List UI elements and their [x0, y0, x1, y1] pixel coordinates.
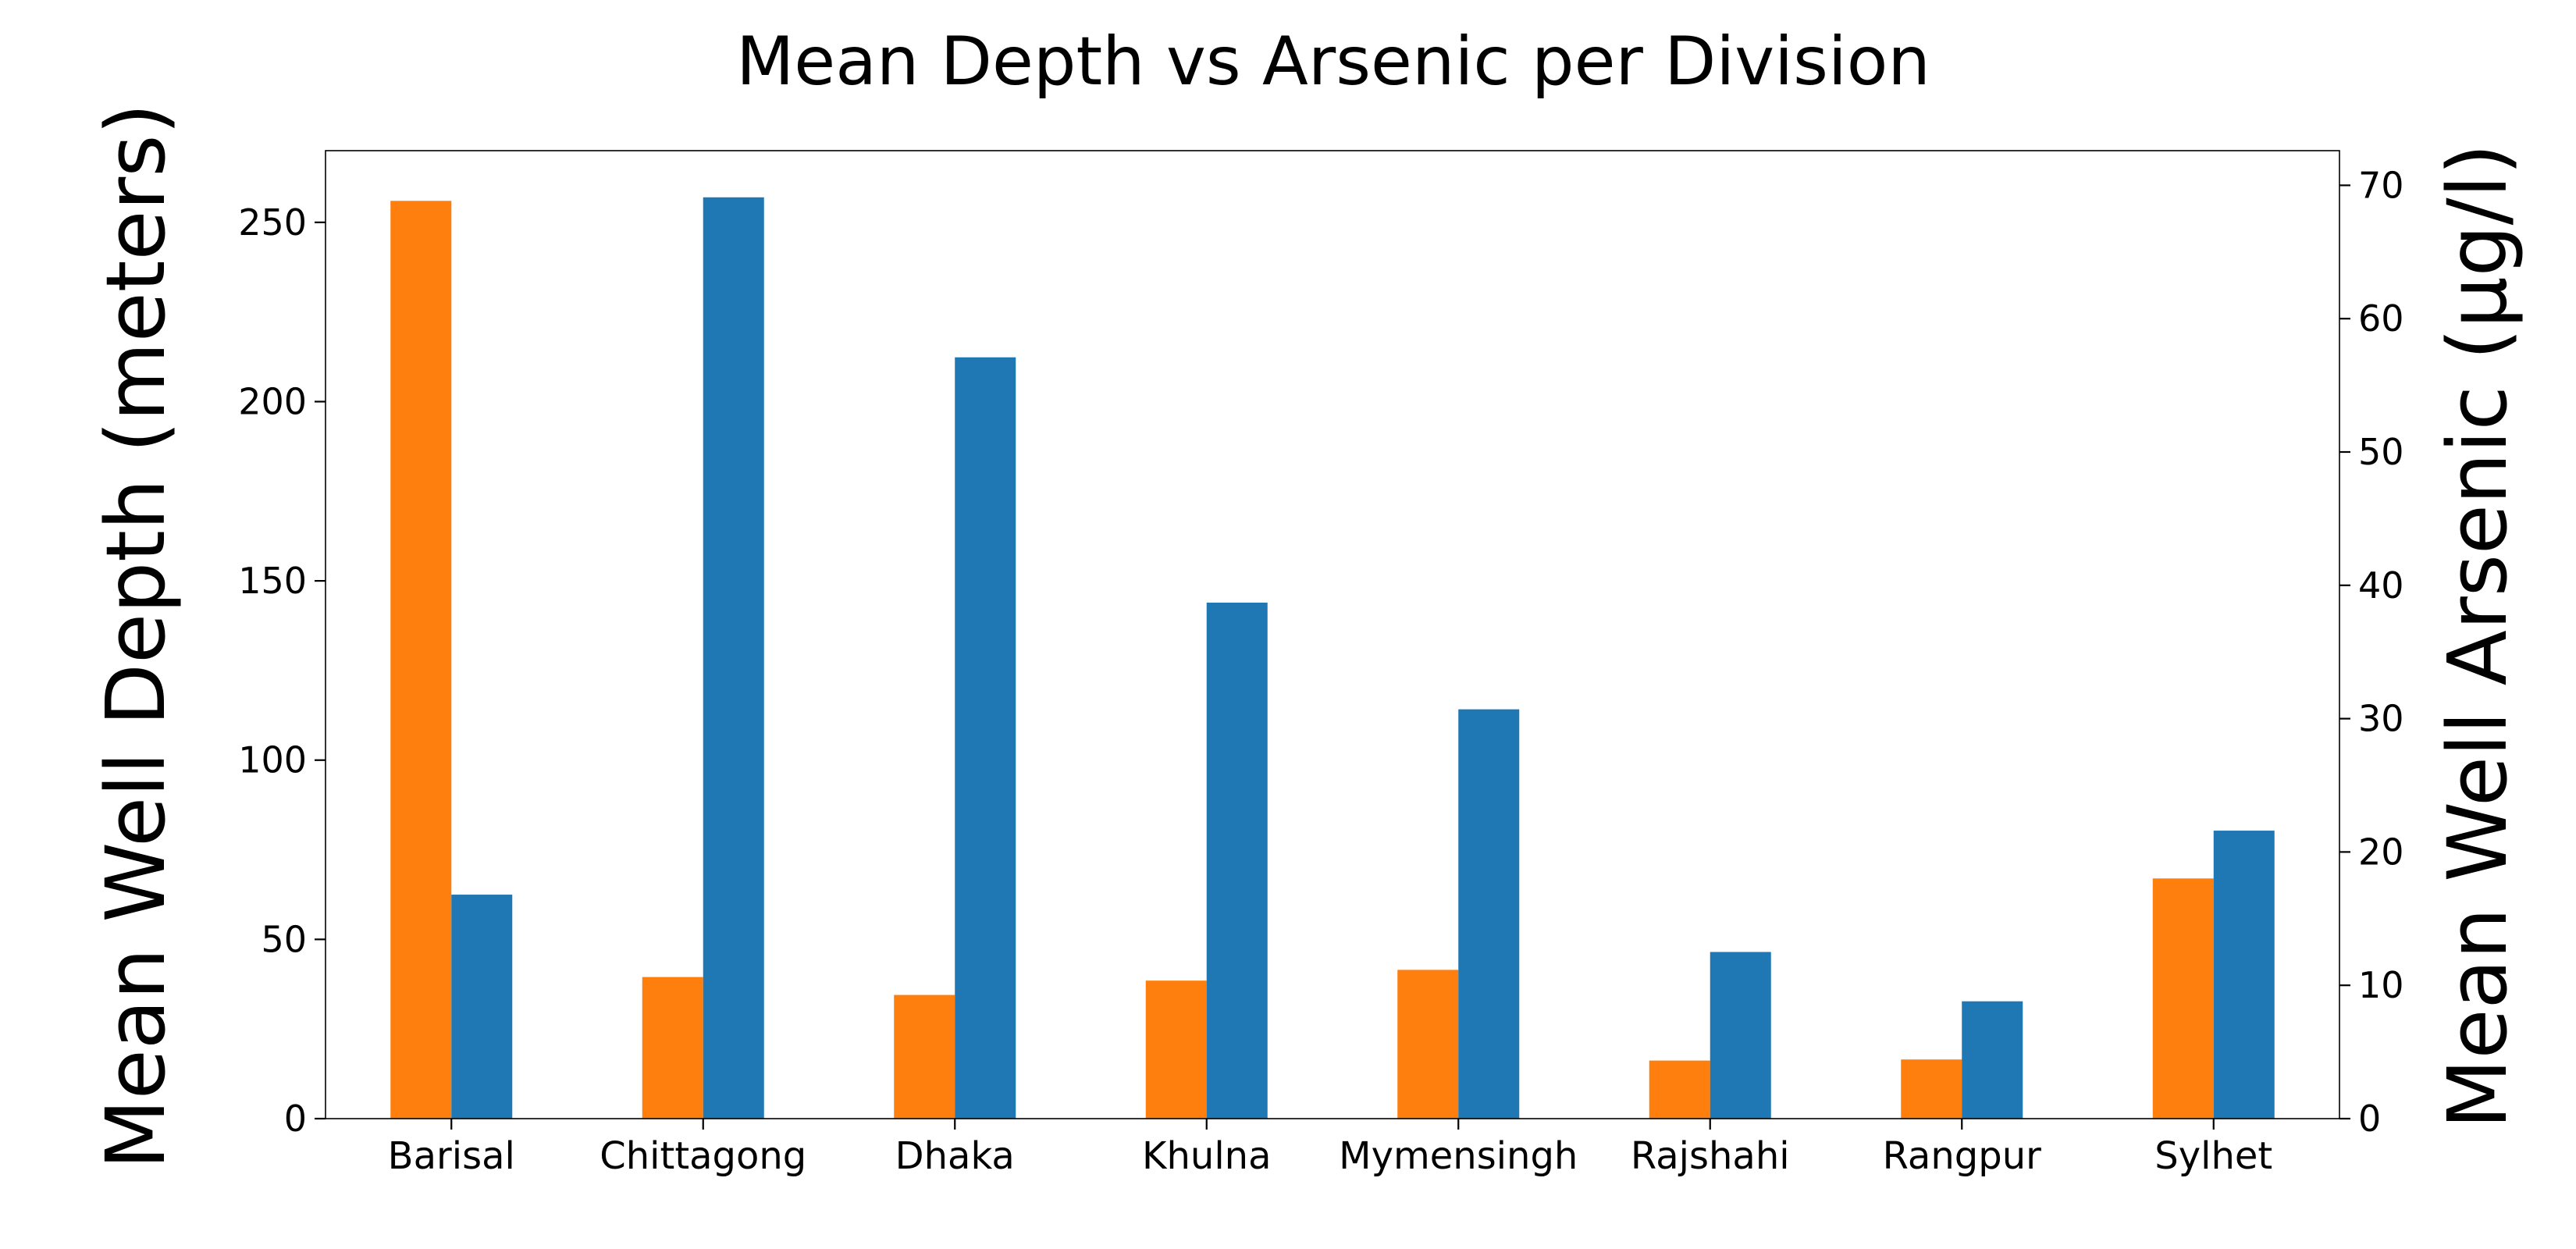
- left-axis: 0 50 100 150 200 250: [238, 201, 326, 1140]
- right-tick-label: 50: [2358, 431, 2404, 473]
- left-tick-label: 200: [238, 380, 307, 422]
- x-tick-label: Khulna: [1142, 1134, 1272, 1178]
- x-tick-label: Sylhet: [2154, 1134, 2272, 1178]
- right-tick-label: 20: [2358, 831, 2404, 873]
- x-tick-label: Barisal: [388, 1134, 515, 1178]
- bar-depth-rajshahi: [1649, 1060, 1710, 1119]
- x-tick-label: Rajshahi: [1631, 1134, 1790, 1178]
- right-tick-label: 30: [2358, 698, 2404, 740]
- right-tick-label: 60: [2358, 297, 2404, 340]
- x-tick-label: Mymensingh: [1339, 1134, 1578, 1178]
- plot-frame: [325, 150, 2340, 1119]
- bar-depth-chittagong: [642, 977, 703, 1119]
- bar-depth-barisal: [390, 201, 452, 1119]
- left-tick-label: 150: [238, 560, 307, 602]
- bar-arsenic-rajshahi: [1710, 952, 1771, 1119]
- bar-arsenic-rangpur: [1962, 1001, 2023, 1119]
- bar-depth-sylhet: [2152, 878, 2214, 1119]
- right-tick-label: 40: [2358, 564, 2404, 607]
- right-tick-label: 0: [2358, 1098, 2381, 1140]
- bar-arsenic-mymensingh: [1458, 709, 1520, 1119]
- bar-depth-dhaka: [894, 995, 955, 1119]
- x-tick-label: Dhaka: [895, 1134, 1015, 1178]
- right-tick-label: 10: [2358, 964, 2404, 1006]
- x-axis: Barisal Chittagong Dhaka Khulna Mymensingh Ra…: [388, 1119, 2272, 1178]
- x-tick-label: Rangpur: [1883, 1134, 2041, 1178]
- bar-arsenic-barisal: [451, 895, 513, 1119]
- bar-arsenic-dhaka: [955, 357, 1016, 1119]
- x-tick-label: Chittagong: [600, 1134, 806, 1178]
- left-axis-label: Mean Well Depth (meters): [88, 103, 183, 1169]
- bar-arsenic-chittagong: [703, 197, 764, 1119]
- left-tick-label: 250: [238, 201, 307, 244]
- left-tick-label: 100: [238, 739, 307, 781]
- bars-group: [390, 197, 2275, 1119]
- right-axis: 0 10 20 30 40 50 60 70: [2339, 164, 2404, 1140]
- right-axis-label: Mean Well Arsenic (µg/l): [2430, 144, 2525, 1129]
- bar-depth-mymensingh: [1397, 970, 1459, 1119]
- bar-depth-khulna: [1145, 980, 1207, 1119]
- bar-depth-rangpur: [1901, 1059, 1962, 1119]
- left-tick-label: 0: [284, 1098, 307, 1140]
- bar-arsenic-khulna: [1206, 603, 1268, 1119]
- bar-arsenic-sylhet: [2213, 831, 2275, 1119]
- right-tick-label: 70: [2358, 164, 2404, 206]
- chart-title: Mean Depth vs Arsenic per Division: [736, 23, 1930, 101]
- left-tick-label: 50: [261, 918, 307, 960]
